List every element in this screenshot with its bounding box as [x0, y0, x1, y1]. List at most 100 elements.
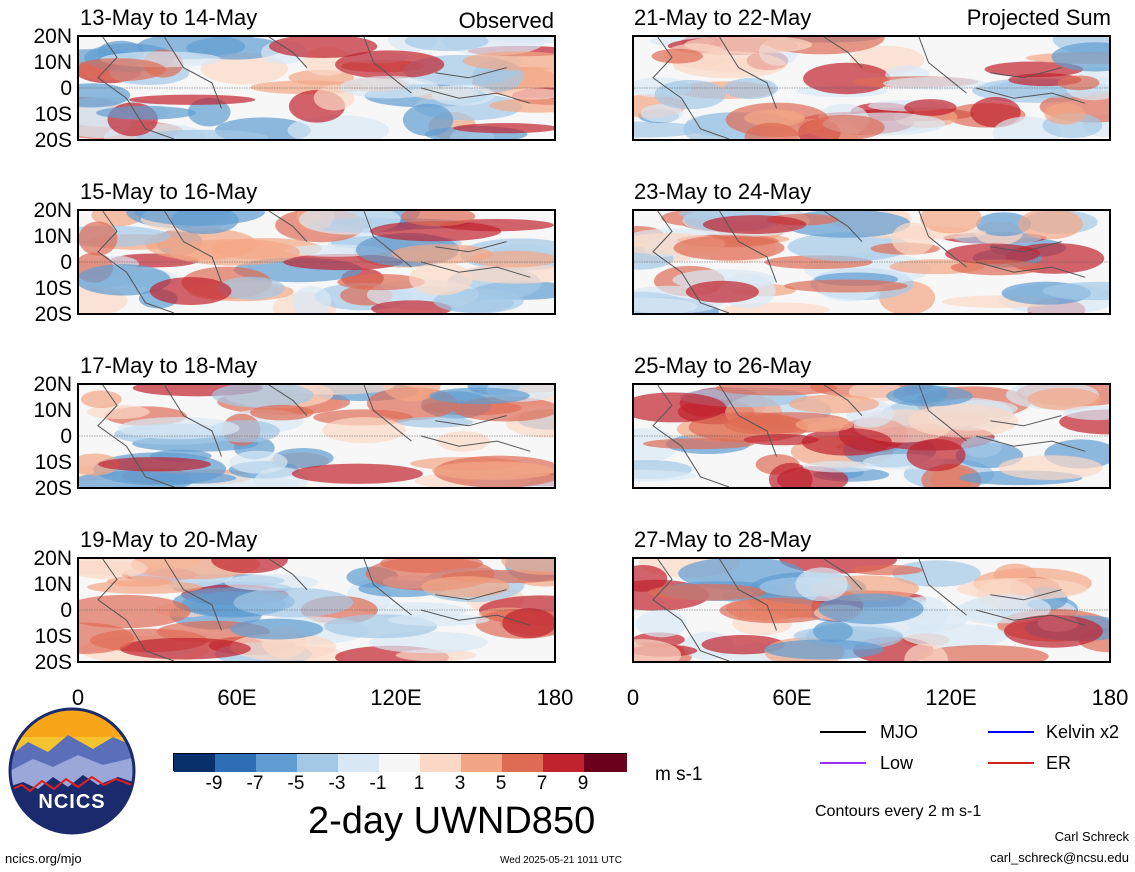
legend-er: ER	[1046, 753, 1072, 773]
wind-anomaly-patch	[383, 385, 441, 402]
cbar-swatch	[338, 754, 380, 772]
panel-title: 17-May to 18-May	[80, 353, 258, 378]
wind-anomaly-patch	[230, 632, 337, 661]
wind-anomaly-patch	[795, 567, 848, 602]
wind-anomaly-patch	[429, 387, 530, 405]
wind-anomaly-patch	[634, 297, 698, 313]
cbar-swatch	[174, 754, 216, 772]
wind-anomaly-patch	[437, 431, 490, 452]
wind-anomaly-patch	[744, 109, 805, 127]
wind-anomaly-patch	[119, 637, 251, 660]
wind-anomaly-patch	[79, 594, 191, 629]
wind-anomaly-patch	[795, 417, 854, 433]
footer-email[interactable]: carl_schreck@ncsu.edu	[990, 850, 1129, 865]
coastline	[653, 559, 1085, 661]
wind-anomaly-patch	[404, 37, 489, 51]
x-tick: 120E	[925, 685, 977, 710]
wind-anomaly-patch	[908, 404, 1019, 438]
wind-anomaly-patch	[502, 608, 554, 638]
wind-anomaly-patch	[1018, 211, 1083, 240]
wind-anomaly-patch	[489, 98, 554, 113]
wind-anomaly-patch	[335, 50, 445, 79]
cbar-swatch	[256, 754, 298, 772]
wind-anomaly-patch	[272, 448, 334, 469]
wind-anomaly-patch	[433, 288, 524, 313]
wind-anomaly-patch	[818, 593, 924, 625]
y-tick: 10N	[33, 51, 72, 74]
map-panel	[77, 557, 556, 663]
wind-anomaly-patch	[1062, 405, 1109, 421]
panel-title: 21-May to 22-May	[634, 5, 812, 30]
wind-anomaly-patch	[501, 559, 554, 575]
footer-url[interactable]: ncics.org/mjo	[5, 851, 82, 866]
wind-anomaly-patch	[292, 286, 332, 313]
y-tick: 20S	[34, 651, 72, 674]
cbar-tick: 9	[577, 773, 589, 794]
wind-anomaly-patch	[106, 576, 173, 587]
wind-anomaly-patch	[1042, 281, 1109, 301]
x-tick: 0	[71, 685, 85, 710]
wind-anomaly-patch	[634, 121, 703, 138]
legend-low: Low	[880, 753, 914, 773]
wind-anomaly-patch	[893, 385, 948, 404]
map-panel	[632, 557, 1111, 663]
wind-anomaly-patch	[79, 83, 131, 108]
wind-anomaly-patch	[715, 385, 838, 396]
wind-anomaly-patch	[850, 564, 923, 576]
x-tick: 0	[626, 685, 640, 710]
y-tick: 0	[60, 425, 72, 448]
wind-anomaly-patch	[801, 427, 892, 456]
wind-anomaly-patch	[79, 264, 171, 296]
wind-anomaly-patch	[79, 622, 135, 654]
y-tick: 20N	[33, 373, 72, 396]
wind-anomaly-patch	[813, 620, 853, 643]
wind-anomaly-patch	[634, 392, 727, 423]
cbar-swatch	[502, 754, 544, 772]
wind-anomaly-patch	[291, 463, 423, 484]
cbar-tick: 3	[454, 773, 466, 794]
y-tick: 20S	[34, 477, 72, 500]
kelvin-line	[988, 731, 1034, 733]
legend-kelvin: Kelvin x2	[1046, 722, 1120, 742]
wind-anomaly-patch	[882, 76, 986, 90]
cbar-tick: 7	[536, 773, 548, 794]
wind-anomaly-patch	[961, 594, 1052, 624]
wind-anomaly-patch	[744, 122, 799, 139]
y-tick: 20S	[34, 303, 72, 326]
panel-title: 27-May to 28-May	[634, 527, 812, 552]
x-tick: 60E	[217, 685, 257, 710]
wind-anomaly-patch	[401, 211, 476, 227]
wind-anomaly-patch	[768, 462, 813, 487]
ncics-logo[interactable]: NCICS	[8, 707, 136, 835]
mjo-line	[820, 731, 866, 733]
wind-anomaly-patch	[919, 211, 982, 234]
wind-anomaly-patch	[702, 215, 807, 234]
cbar-swatch	[584, 754, 627, 772]
cbar-swatch	[215, 754, 257, 772]
wind-anomaly-patch	[1051, 42, 1109, 72]
wind-anomaly-patch	[370, 221, 502, 242]
wind-anomaly-patch	[654, 80, 726, 110]
wind-anomaly-patch	[402, 103, 454, 137]
wind-anomaly-patch	[640, 104, 684, 123]
wind-anomaly-patch	[945, 243, 1041, 265]
wind-anomaly-patch	[168, 238, 300, 266]
map-panel	[632, 383, 1111, 489]
map-panel	[632, 35, 1111, 141]
wind-anomaly-patch	[891, 222, 935, 256]
cbar-swatch	[297, 754, 339, 772]
cbar-swatch	[461, 754, 503, 772]
wind-anomaly-patch	[805, 114, 885, 139]
wind-anomaly-patch	[149, 277, 232, 306]
map-panel	[632, 209, 1111, 315]
y-tick: 20N	[33, 25, 72, 48]
wind-anomaly-patch	[904, 99, 957, 116]
wind-anomaly-patch	[79, 559, 148, 579]
wind-anomaly-patch	[322, 417, 406, 444]
wind-anomaly-patch	[501, 88, 554, 100]
y-tick: 10N	[33, 573, 72, 596]
observed-label: Observed	[458, 8, 554, 33]
y-tick: 10N	[33, 399, 72, 422]
wind-anomaly-patch	[788, 394, 880, 414]
wind-anomaly-patch	[723, 77, 778, 100]
